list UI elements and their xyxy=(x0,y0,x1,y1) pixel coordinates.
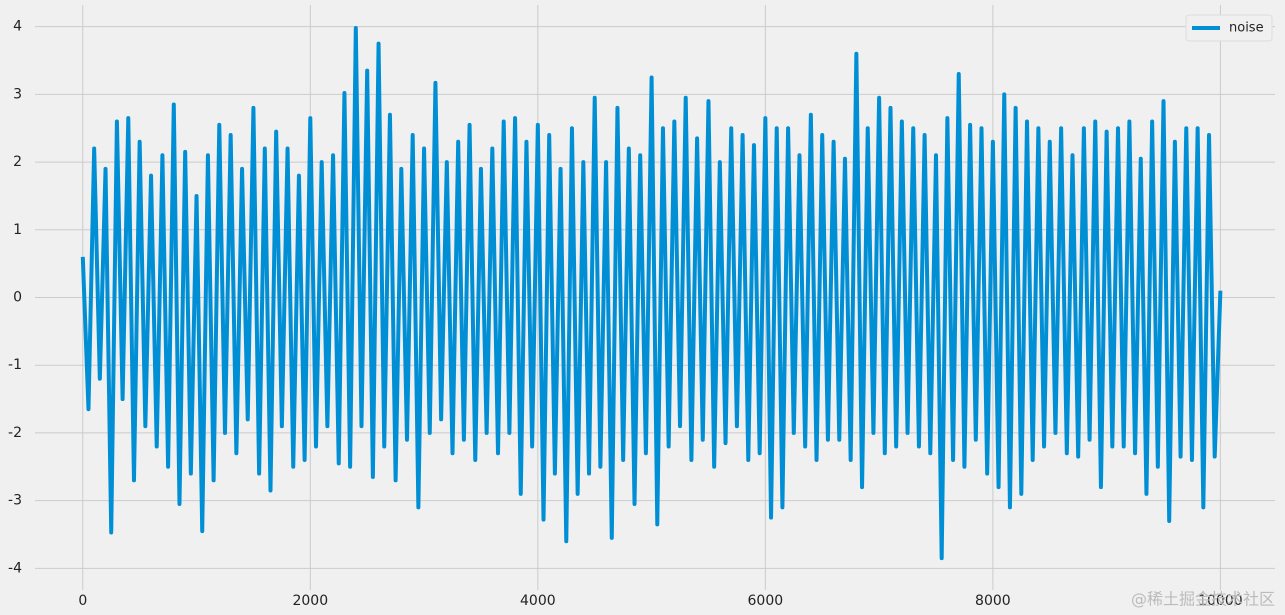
data-line xyxy=(80,26,1223,561)
legend-box xyxy=(1185,14,1273,42)
legend-label: noise xyxy=(1229,21,1264,36)
y-tick-label: 2 xyxy=(13,154,22,170)
y-tick-label: 3 xyxy=(13,86,22,102)
x-tick-label: 0 xyxy=(78,593,87,609)
x-tick-label: 6000 xyxy=(748,593,784,609)
y-tick-label: 4 xyxy=(13,19,22,35)
y-tick-label: -4 xyxy=(8,560,22,576)
watermark: @稀土掘金技术社区 xyxy=(1131,590,1275,609)
x-tick-label: 8000 xyxy=(975,593,1011,609)
y-tick-label: -2 xyxy=(8,425,22,441)
y-tick-label: -1 xyxy=(8,357,22,373)
x-tick-label: 2000 xyxy=(292,593,328,609)
labels: -4 -3 -2 -1 0 1 2 3 4 0 2000 4000 6000 8000 10000 xyxy=(8,19,1243,609)
y-tick-label: 1 xyxy=(13,222,22,238)
x-tick-label: 4000 xyxy=(520,593,556,609)
plot xyxy=(80,26,1223,561)
x-tick-label: 10000 xyxy=(1198,593,1243,609)
y-tick-label: -3 xyxy=(8,493,22,509)
legend: noise xyxy=(1185,14,1273,42)
y-tick-label: 0 xyxy=(13,290,22,306)
